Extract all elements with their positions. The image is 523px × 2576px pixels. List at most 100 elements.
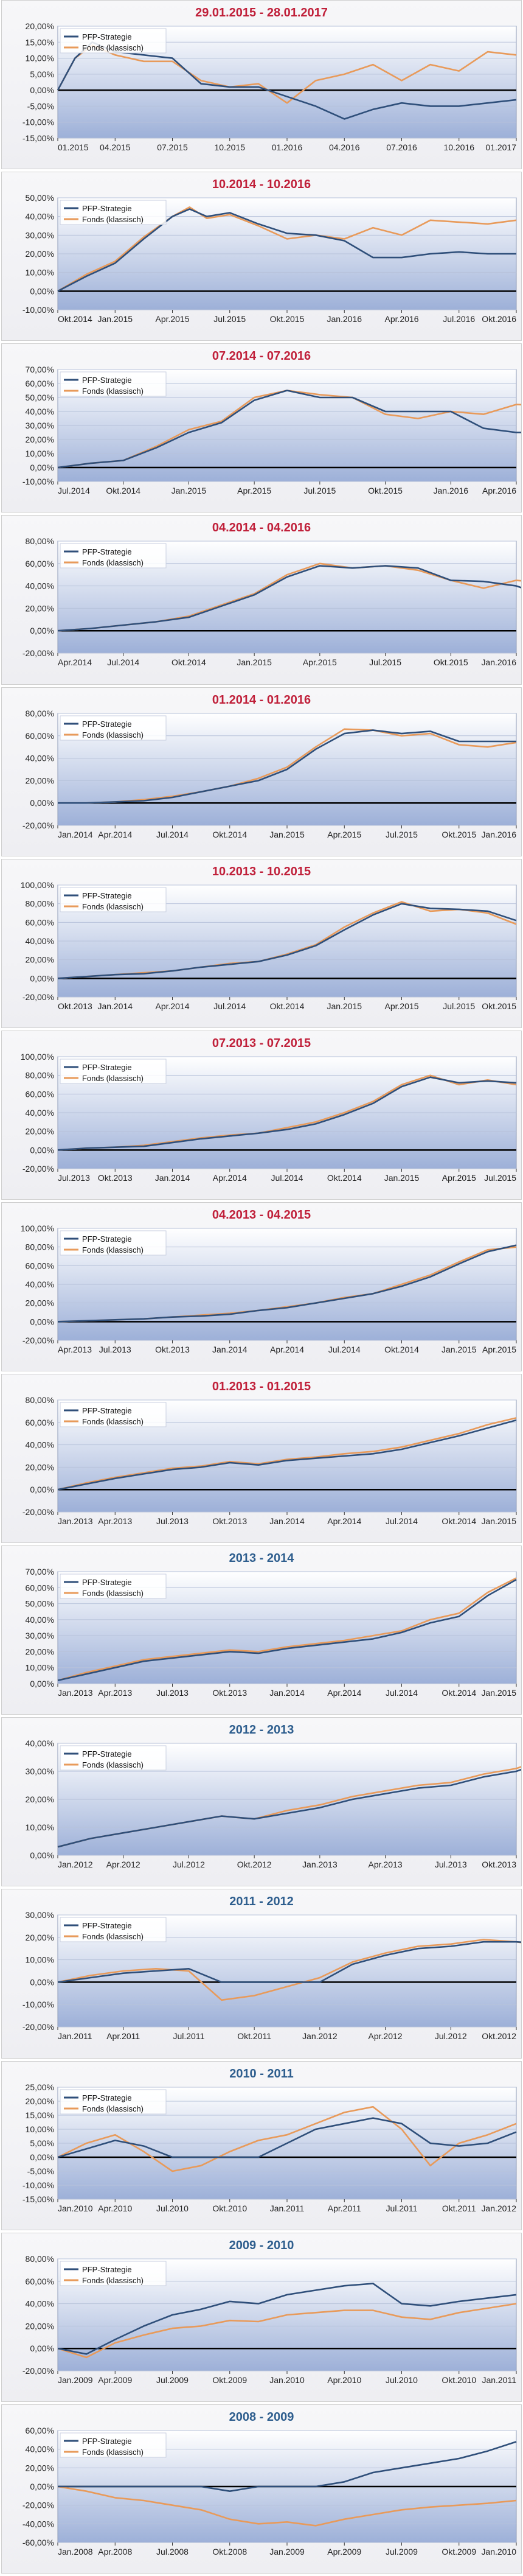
x-tick-label: Jul.2014 xyxy=(156,830,189,839)
chart-svg: 07.2013 - 07.2015 -20,00% 0,00% 20,00% 40,00… xyxy=(21,1037,517,1183)
y-tick-label: 20,00% xyxy=(26,1298,54,1308)
y-tick-label: 60,00% xyxy=(26,1418,54,1427)
x-tick-label: Jan.2009 xyxy=(58,2375,93,2385)
x-tick-label: Jul.2011 xyxy=(173,2031,205,2041)
y-tick-label: 0,00% xyxy=(30,1679,54,1689)
y-tick-label: 30,00% xyxy=(26,1631,54,1640)
series-line-pfp-strategie xyxy=(57,208,516,292)
x-tick-label: Apr.2015 xyxy=(237,486,271,495)
y-tick-label: -10,00% xyxy=(23,477,54,486)
x-tick-label: Jul.2014 xyxy=(107,657,139,667)
x-tick-label: Jul.2009 xyxy=(156,2375,189,2385)
x-tick-label: Jan.2011 xyxy=(58,2031,92,2041)
x-tick-label: Okt.2014 xyxy=(442,1688,476,1698)
y-tick-label: 80,00% xyxy=(26,1395,54,1405)
x-tick-label: Okt.2016 xyxy=(482,314,516,324)
x-tick-label: Apr.2014 xyxy=(327,1688,361,1698)
chart-svg: 10.2013 - 10.2015 -20,00% 0,00% 20,00% 40,00… xyxy=(21,865,517,1011)
x-tick-label: Jan.2011 xyxy=(270,2203,305,2213)
y-tick-label: 20,00% xyxy=(26,1462,54,1472)
x-tick-label: Okt.2014 xyxy=(106,486,140,495)
chart-title: 2013 - 2014 xyxy=(229,1552,294,1565)
chart-svg: 2009 - 2010 -20,00% 0,00% 20,00% 40,00% 60,00… xyxy=(23,2239,517,2385)
chart-svg: 07.2014 - 07.2016 -10,00% 0,00% 10,00% 20,00… xyxy=(23,349,521,495)
x-tick-label: Jul.2015 xyxy=(369,657,401,667)
x-tick-label: Okt.2014 xyxy=(270,1001,305,1011)
x-tick-label: Jul.2013 xyxy=(156,1688,189,1698)
x-tick-label: Jan.2012 xyxy=(58,1860,93,1869)
y-tick-label: 60,00% xyxy=(26,1583,54,1592)
series-line-fonds-klassisch xyxy=(57,1417,517,1491)
y-tick-label: 10,00% xyxy=(26,54,54,63)
x-tick-label: Okt.2014 xyxy=(384,1345,419,1354)
x-tick-label: Okt.2014 xyxy=(442,1516,476,1526)
y-tick-label: -15,00% xyxy=(23,2194,54,2204)
legend-label: PFP-Strategie xyxy=(82,204,132,213)
legend-label: Fonds (klassisch) xyxy=(82,2104,144,2113)
y-tick-label: 0,00% xyxy=(30,1145,54,1155)
series-line-pfp-strategie xyxy=(57,1419,517,1491)
x-tick-label: Okt.2014 xyxy=(58,314,92,324)
x-tick-label: Apr.2012 xyxy=(106,1860,140,1869)
y-tick-label: 80,00% xyxy=(26,709,54,718)
x-tick-label: Apr.2014 xyxy=(213,1173,247,1183)
x-tick-label: Jan.2015 xyxy=(481,1688,516,1698)
x-tick-label: Apr.2014 xyxy=(98,830,132,839)
x-tick-label: Jul.2013 xyxy=(435,1860,467,1869)
y-tick-label: 10,00% xyxy=(26,1822,54,1832)
chart-panel-6: 07.2013 - 07.2015 -20,00% 0,00% 20,00% 40,00… xyxy=(1,1030,522,1200)
x-tick-label: Jan.2010 xyxy=(58,2203,93,2213)
legend-label: PFP-Strategie xyxy=(82,2437,132,2446)
x-tick-label: 01.2017 xyxy=(485,142,516,152)
y-tick-label: 20,00% xyxy=(26,21,54,31)
x-tick-label: Okt.2014 xyxy=(171,657,206,667)
chart-title: 2011 - 2012 xyxy=(229,1895,294,1908)
y-tick-label: 60,00% xyxy=(26,379,54,388)
x-tick-label: Jan.2016 xyxy=(481,830,516,839)
legend-label: PFP-Strategie xyxy=(82,32,132,41)
legend xyxy=(60,715,167,741)
x-tick-label: Jul.2008 xyxy=(156,2547,189,2557)
chart-title: 2009 - 2010 xyxy=(229,2239,294,2252)
series-line-pfp-strategie xyxy=(57,1579,517,1682)
x-tick-label: Okt.2013 xyxy=(155,1345,190,1354)
chart-panel-1: 10.2014 - 10.2016 -10,00% 0,00% 10,00% 20,00… xyxy=(1,172,522,341)
legend-label: Fonds (klassisch) xyxy=(82,43,144,52)
x-tick-label: Apr.2008 xyxy=(98,2547,132,2557)
x-tick-label: Okt.2011 xyxy=(237,2031,271,2041)
legend xyxy=(60,1917,167,1942)
x-tick-label: 10.2015 xyxy=(214,142,245,152)
chart-panel-12: 2010 - 2011 -15,00% -10,00% -5,00% 0,00% 5,00… xyxy=(1,2060,522,2230)
legend xyxy=(60,2261,167,2286)
x-tick-label: Jul.2012 xyxy=(173,1860,205,1869)
y-tick-label: 40,00% xyxy=(26,2298,54,2308)
series-line-pfp-strategie xyxy=(57,390,521,469)
y-tick-label: 50,00% xyxy=(26,393,54,402)
legend-label: PFP-Strategie xyxy=(82,891,132,900)
legend-label: PFP-Strategie xyxy=(82,1063,132,1072)
chart-svg: 2010 - 2011 -15,00% -10,00% -5,00% 0,00% 5,00… xyxy=(23,2067,517,2213)
y-tick-label: -10,00% xyxy=(23,305,54,315)
x-tick-label: Jul.2015 xyxy=(484,1173,516,1183)
x-tick-label: Jan.2015 xyxy=(384,1173,420,1183)
legend xyxy=(60,887,167,912)
chart-title: 2008 - 2009 xyxy=(229,2410,294,2424)
legend xyxy=(60,1059,167,1084)
y-tick-label: 20,00% xyxy=(26,604,54,614)
legend xyxy=(60,1745,167,1771)
legend xyxy=(60,2089,167,2115)
y-tick-label: 80,00% xyxy=(26,2254,54,2264)
legend-label: Fonds (klassisch) xyxy=(82,1417,144,1426)
x-tick-label: Okt.2012 xyxy=(237,1860,272,1869)
y-tick-label: 15,00% xyxy=(26,2110,54,2120)
y-tick-label: 10,00% xyxy=(26,1663,54,1673)
x-tick-label: Jan.2016 xyxy=(327,314,362,324)
y-tick-label: 20,00% xyxy=(26,1794,54,1804)
legend-label: Fonds (klassisch) xyxy=(82,215,144,224)
y-tick-label: 10,00% xyxy=(26,449,54,458)
series-line-pfp-strategie xyxy=(57,2282,517,2355)
chart-title: 10.2014 - 10.2016 xyxy=(212,178,311,191)
series-line-fonds-klassisch xyxy=(57,2485,517,2527)
chart-title: 01.2013 - 01.2015 xyxy=(212,1380,311,1393)
x-tick-label: Jul.2015 xyxy=(443,1001,475,1011)
